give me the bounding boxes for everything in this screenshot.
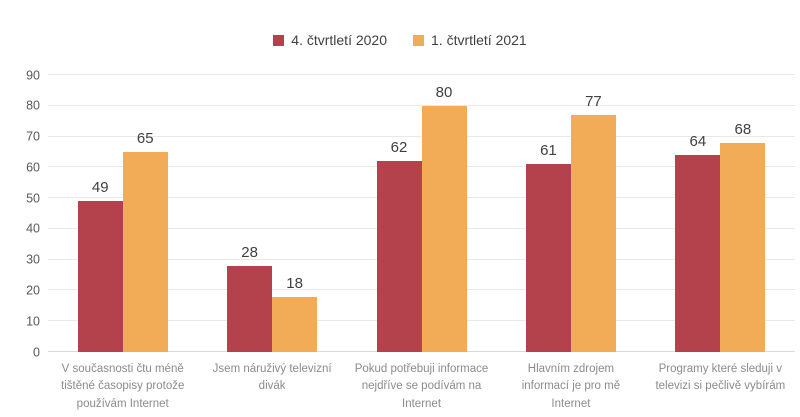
bar-group: 62 80 xyxy=(347,75,496,352)
bar: 49 xyxy=(77,180,123,352)
legend-swatch-q1-2021-icon xyxy=(413,34,424,46)
y-axis: 0 10 20 30 40 50 60 70 80 90 xyxy=(0,69,40,358)
value-label: 49 xyxy=(91,179,109,197)
value-label: 18 xyxy=(286,274,303,292)
y-tick-label: 50 xyxy=(26,190,40,205)
gridline xyxy=(48,74,795,75)
bar: 80 xyxy=(421,85,467,352)
legend-swatch-q4-2020-icon xyxy=(273,34,285,46)
bar-group: 64 68 xyxy=(646,75,795,352)
category-label: V současnosti čtu méně tištěné časopisy … xyxy=(61,363,185,410)
y-tick-label: 40 xyxy=(26,221,40,236)
y-tick-label: 30 xyxy=(26,252,40,267)
legend-item-q1-2021: 1. čtvrtletí 2021 xyxy=(413,32,527,48)
legend-label-q4-2020: 4. čtvrtletí 2020 xyxy=(291,32,387,48)
gridline xyxy=(48,104,795,106)
bar-group: 28 18 xyxy=(197,75,346,352)
category-label: Programy které sleduji v televizi si peč… xyxy=(655,363,786,393)
y-tick-label: 80 xyxy=(26,98,40,113)
bar-group: 49 65 xyxy=(48,75,197,352)
value-label: 28 xyxy=(241,243,258,261)
y-tick-label: 60 xyxy=(26,160,40,175)
value-label: 61 xyxy=(540,142,557,160)
legend: 4. čtvrtletí 2020 1. čtvrtletí 2021 xyxy=(0,32,800,48)
bar: 77 xyxy=(570,94,616,352)
bar: 65 xyxy=(122,131,168,352)
y-tick-label: 70 xyxy=(26,129,40,144)
bar: 64 xyxy=(675,134,721,352)
y-tick-label: 10 xyxy=(26,313,40,328)
category-label: Pokud potřebuji informace nejdříve se po… xyxy=(354,363,489,410)
bar: 68 xyxy=(720,122,766,352)
category-label: Jsem náruživý televizní divák xyxy=(212,363,332,393)
y-tick-label: 90 xyxy=(26,67,40,82)
x-axis-labels: V současnosti čtu méně tištěné časopisy … xyxy=(48,361,795,413)
value-label: 65 xyxy=(136,129,154,147)
value-label: 80 xyxy=(435,83,453,101)
gridline xyxy=(48,135,795,137)
bar: 62 xyxy=(376,140,422,352)
category-label: Hlavním zdrojem informací je pro mě Inte… xyxy=(521,363,621,410)
bar: 61 xyxy=(525,143,571,352)
bar-group: 61 77 xyxy=(496,75,645,352)
y-tick-label: 0 xyxy=(33,344,40,359)
y-tick-label: 20 xyxy=(26,283,40,298)
value-label: 62 xyxy=(390,139,408,157)
bar: 28 xyxy=(227,245,273,352)
value-label: 77 xyxy=(585,93,602,111)
legend-label-q1-2021: 1. čtvrtletí 2021 xyxy=(431,32,527,48)
bar: 18 xyxy=(272,276,318,352)
plot-area: 49 65 28 18 62 80 61 77 64 68 xyxy=(48,74,795,352)
value-label: 68 xyxy=(734,120,752,138)
bar-groups: 49 65 28 18 62 80 61 77 64 68 xyxy=(48,75,795,352)
value-label: 64 xyxy=(689,133,707,151)
legend-item-q4-2020: 4. čtvrtletí 2020 xyxy=(273,32,387,48)
